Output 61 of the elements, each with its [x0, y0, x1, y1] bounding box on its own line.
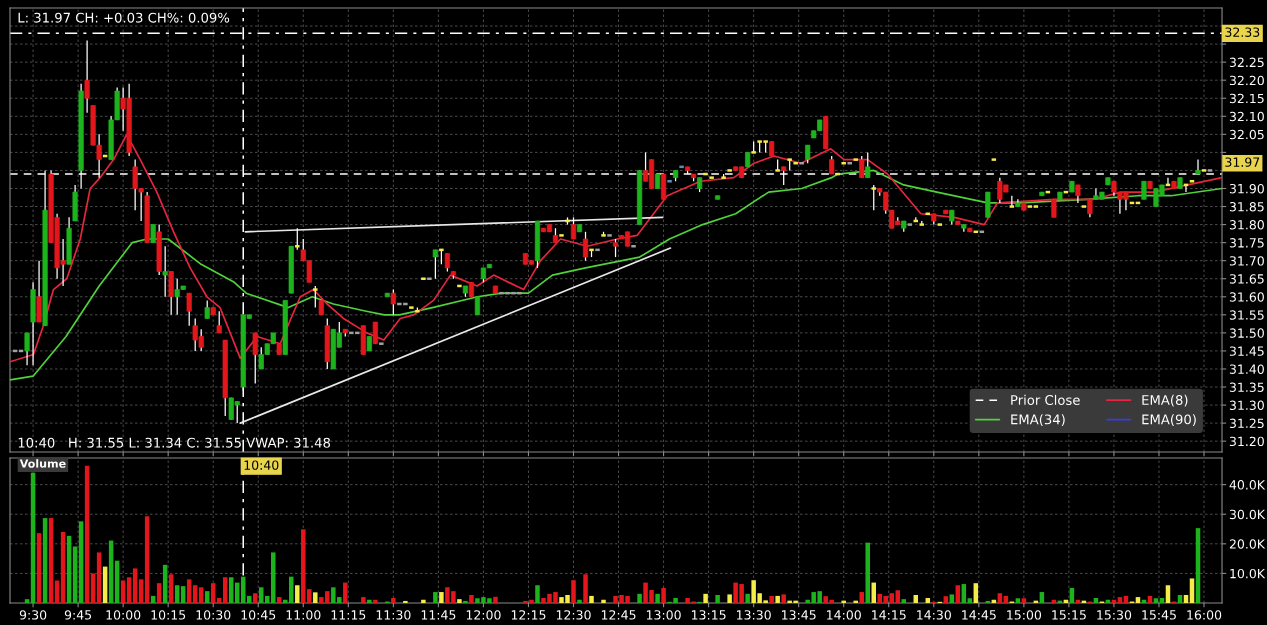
x-tick-label: 15:30	[1097, 610, 1132, 620]
y-tick-label: 31.50	[1229, 328, 1264, 338]
annotation: 10:40 H: 31.55 L: 31.34 C: 31.55 VWAP: 31.48	[18, 437, 331, 448]
y-tick-label: 40.0K	[1229, 480, 1266, 490]
y-tick-label: 31.45	[1229, 346, 1264, 356]
y-tick-label: 31.60	[1229, 292, 1264, 302]
x-tick-label: 11:45	[421, 610, 456, 620]
y-tick-label: 32.20	[1229, 75, 1264, 86]
y-tick-label: 31.85	[1229, 202, 1264, 212]
x-tick-label: 14:15	[872, 610, 906, 620]
text: 31.97	[1225, 157, 1260, 167]
y-tick-label: 31.40	[1229, 364, 1264, 374]
x-tick-label: 10:00	[106, 610, 141, 620]
y-tick-label: 32.10	[1229, 111, 1264, 122]
y-tick-label: 31.65	[1229, 274, 1264, 284]
y-tick-label: 32.15	[1229, 93, 1264, 104]
legend-label: Prior Close	[1011, 394, 1080, 406]
y-tick-label: 31.70	[1229, 256, 1264, 266]
x-tick-label: 13:00	[646, 610, 681, 620]
annotation: 10:40	[244, 460, 279, 470]
chart-title: Volume	[19, 459, 66, 468]
x-tick-label: 12:00	[466, 610, 501, 620]
x-tick-label: 12:30	[556, 610, 591, 620]
legend-label: EMA(8)	[1142, 394, 1188, 407]
x-tick-label: 13:45	[782, 610, 816, 620]
x-tick-label: 13:15	[691, 610, 726, 620]
x-tick-label: 10:15	[151, 610, 186, 620]
y-tick-label: 32.25	[1229, 57, 1264, 68]
annotation: L: 31.97 CH: +0.03 CH%: 0.09%	[18, 12, 230, 23]
y-tick-label: 31.90	[1229, 183, 1264, 194]
ref-line-label: 32.33	[1225, 27, 1260, 37]
x-tick-label: 14:30	[917, 610, 951, 620]
x-tick-label: 14:45	[962, 610, 996, 620]
y-tick-label: 31.75	[1229, 238, 1264, 248]
x-tick-label: 10:45	[241, 610, 276, 620]
y-tick-label: 20.0K	[1229, 539, 1266, 549]
x-tick-label: 11:15	[331, 610, 366, 620]
x-tick-label: 15:15	[1052, 610, 1086, 620]
legend-label: EMA(34)	[1011, 414, 1065, 426]
y-tick-label: 31.55	[1229, 310, 1264, 320]
y-tick-label: 30.0K	[1229, 509, 1266, 520]
x-tick-label: 13:30	[737, 610, 771, 620]
x-tick-label: 11:00	[286, 610, 321, 620]
y-tick-label: 31.80	[1229, 220, 1264, 230]
y-tick-label: 10.0K	[1230, 568, 1266, 579]
x-tick-label: 11:30	[376, 610, 411, 620]
x-tick-label: 12:45	[601, 610, 636, 620]
x-tick-label: 14:00	[827, 610, 861, 620]
x-tick-label: 9:45	[64, 610, 92, 620]
x-tick-label: 9:30	[19, 610, 47, 620]
x-tick-label: 15:00	[1007, 610, 1042, 620]
x-tick-label: 12:15	[511, 610, 546, 620]
y-tick-label: 31.25	[1229, 418, 1264, 429]
x-tick-label: 16:00	[1187, 610, 1222, 620]
y-tick-label: 31.30	[1229, 400, 1264, 410]
x-tick-label: 10:30	[196, 610, 231, 620]
x-tick-label: 15:45	[1142, 610, 1176, 620]
legend-label: EMA(90)	[1142, 414, 1196, 426]
y-tick-label: 31.20	[1229, 436, 1264, 447]
y-tick-label: 32.05	[1229, 129, 1264, 140]
y-tick-label: 31.35	[1229, 382, 1264, 392]
